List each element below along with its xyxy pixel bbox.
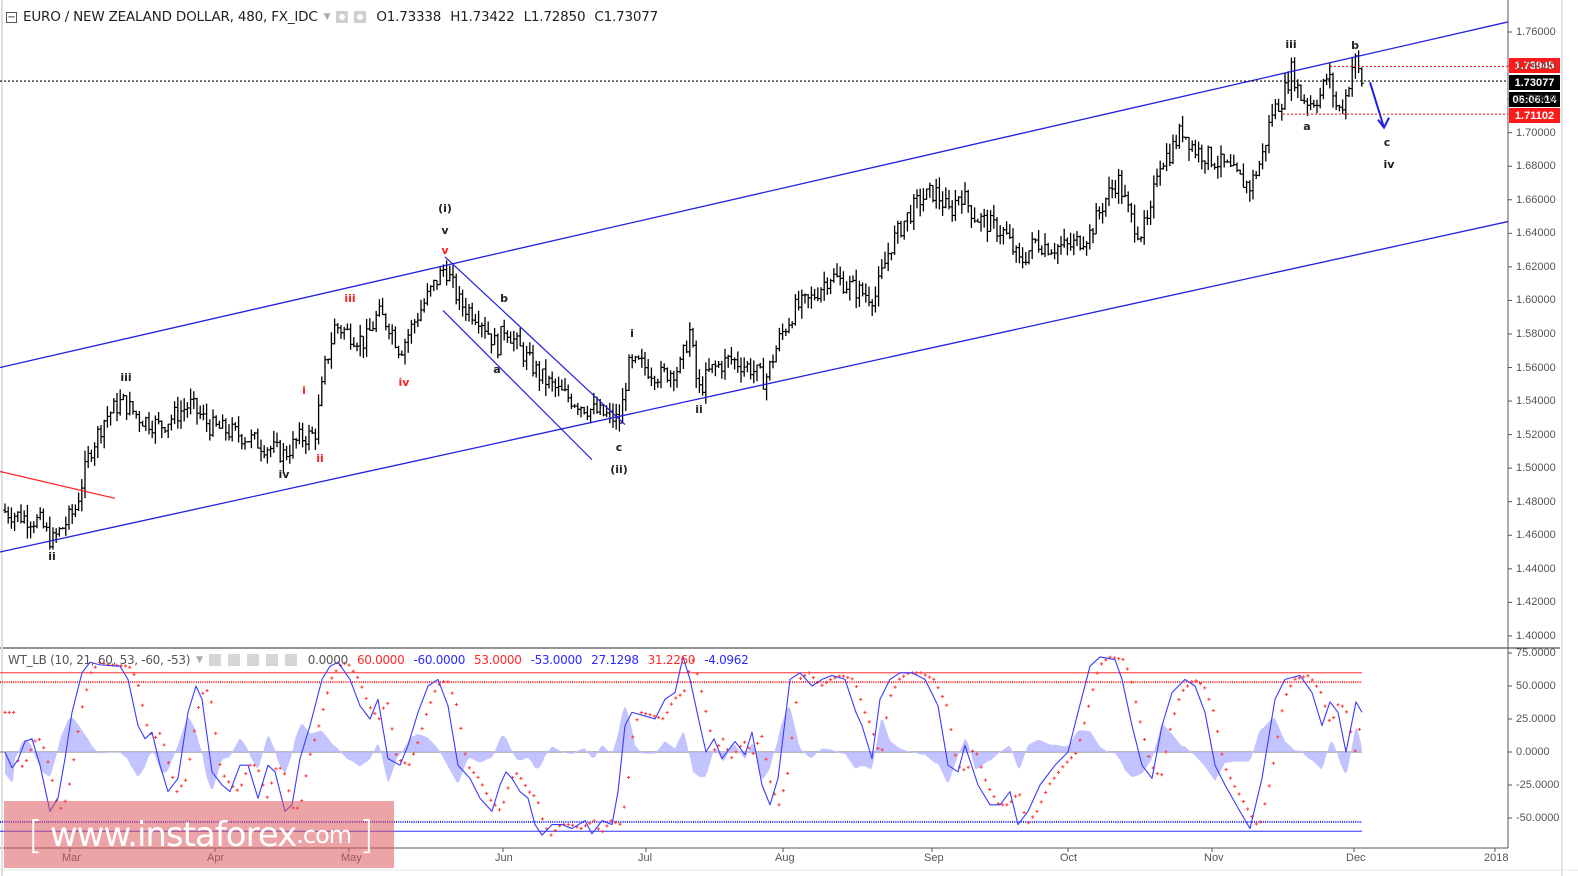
wave-label: c — [615, 441, 623, 454]
indicator-value: -60.0000 — [413, 653, 466, 667]
time-axis-tick: Jun — [495, 852, 513, 864]
wave-label: iv — [1383, 158, 1395, 171]
wave-label: a — [493, 363, 501, 376]
wave-label: ii — [48, 550, 56, 563]
indicator-axis-tick: -50.0000 — [1516, 812, 1560, 824]
indicator-axis-tick: 25.0000 — [1516, 713, 1556, 725]
wave-label: (ii) — [610, 463, 628, 476]
source-code-icon[interactable] — [246, 654, 259, 666]
price-axis-tick: 1.48000 — [1516, 495, 1556, 508]
price-axis-tick: 1.56000 — [1516, 361, 1556, 374]
chevron-down-icon[interactable]: ▼ — [323, 12, 331, 22]
price-axis-tick: 1.42000 — [1516, 596, 1556, 609]
symbol-title[interactable]: EURO / NEW ZEALAND DOLLAR, 480, FX_IDC — [23, 9, 318, 25]
price-axis-tick: 1.60000 — [1516, 294, 1556, 307]
wave-label: (i) — [438, 202, 452, 215]
support-price-tag: 1.71102 — [1509, 108, 1560, 123]
wave-label: b — [500, 292, 508, 305]
price-axis-tick: 1.70000 — [1516, 126, 1556, 139]
gear-icon[interactable] — [354, 11, 367, 23]
eye-icon[interactable] — [208, 654, 221, 666]
plus-icon[interactable] — [265, 654, 278, 666]
wave-label: ii — [316, 452, 324, 465]
indicator-value: -4.0962 — [704, 653, 749, 667]
indicator-axis-tick: 75.0000 — [1516, 647, 1556, 659]
time-axis-tick: Aug — [775, 852, 795, 864]
indicator-values: 0.0000 60.0000 -60.0000 53.0000 -53.0000 27.1… — [308, 653, 749, 667]
time-axis-tick: Dec — [1346, 852, 1366, 864]
indicator-value: 53.0000 — [474, 653, 522, 667]
collapse-icon[interactable]: − — [6, 11, 17, 23]
wave-label: iii — [344, 292, 356, 305]
symbol-legend: − EURO / NEW ZEALAND DOLLAR, 480, FX_IDC… — [6, 9, 658, 25]
indicator-legend: WT_LB (10, 21, 60, 53, -60, -53) ▼ 0.000… — [8, 653, 749, 667]
wave-label: ii — [695, 403, 703, 416]
indicator-axis-tick: -25.0000 — [1516, 779, 1560, 791]
wave-label: v — [441, 224, 449, 237]
indicator-value: -53.0000 — [530, 653, 583, 667]
wave-label: iv — [398, 376, 410, 389]
eye-icon[interactable] — [336, 11, 349, 23]
gear-icon[interactable] — [227, 654, 240, 666]
resistance-price-tag: 1.73945 — [1509, 58, 1560, 73]
ohlc-low: L1.72850 — [523, 9, 586, 25]
ohlc-open: O1.73338 — [376, 9, 442, 25]
price-axis-tick: 1.54000 — [1516, 395, 1556, 408]
price-axis-tick: 1.72000 — [1516, 93, 1556, 106]
indicator-axis-tick: 50.0000 — [1516, 680, 1556, 692]
wave-label: iii — [120, 371, 132, 384]
price-axis-tick: 1.62000 — [1516, 260, 1556, 273]
time-axis-tick: Oct — [1060, 852, 1078, 864]
wave-label: c — [1383, 136, 1391, 149]
wave-label: iii — [1285, 38, 1297, 51]
indicator-value: 0.0000 — [307, 653, 349, 667]
wave-label: iv — [278, 468, 290, 481]
chevron-down-icon[interactable]: ▼ — [196, 655, 203, 665]
wave-label: i — [302, 384, 306, 397]
close-icon[interactable] — [284, 654, 297, 666]
ohlc-high: H1.73422 — [450, 9, 515, 25]
bar-countdown: 06:06:14 — [1509, 92, 1560, 107]
wave-label: a — [1303, 120, 1311, 133]
price-axis-tick: 1.58000 — [1516, 327, 1556, 340]
time-axis-tick: 2018 — [1484, 852, 1509, 864]
wave-label: v — [441, 244, 449, 257]
price-axis-tick: 1.40000 — [1516, 629, 1556, 642]
ohlc-values: O1.73338 H1.73422 L1.72850 C1.73077 — [376, 9, 658, 25]
ohlc-close: C1.73077 — [594, 9, 659, 25]
price-axis-tick: 1.68000 — [1516, 160, 1556, 173]
price-axis-tick: 1.52000 — [1516, 428, 1556, 441]
indicator-value: 60.0000 — [356, 653, 405, 667]
time-axis-tick: Nov — [1204, 852, 1224, 864]
price-axis-tick: 1.66000 — [1516, 193, 1556, 206]
indicator-value: 27.1298 — [591, 653, 639, 667]
price-axis-tick: 1.50000 — [1516, 462, 1556, 475]
indicator-title[interactable]: WT_LB (10, 21, 60, 53, -60, -53) — [8, 653, 191, 667]
indicator-value: 31.2260 — [647, 653, 696, 667]
time-axis-tick: Sep — [924, 852, 944, 864]
last-price-tag: 1.73077 — [1509, 75, 1560, 90]
price-axis-tick: 1.76000 — [1516, 26, 1556, 38]
wave-label: b — [1351, 39, 1359, 52]
indicator-axis-tick: 0.0000 — [1516, 746, 1550, 758]
price-axis-tick: 1.64000 — [1516, 227, 1556, 240]
time-axis-tick: Jul — [638, 852, 653, 864]
watermark: [ www.instaforex .com ] — [4, 801, 394, 868]
price-axis-tick: 1.46000 — [1516, 529, 1556, 542]
wave-label: i — [630, 327, 634, 340]
price-axis-tick: 1.74000 — [1516, 59, 1556, 72]
price-axis-tick: 1.44000 — [1516, 562, 1556, 575]
